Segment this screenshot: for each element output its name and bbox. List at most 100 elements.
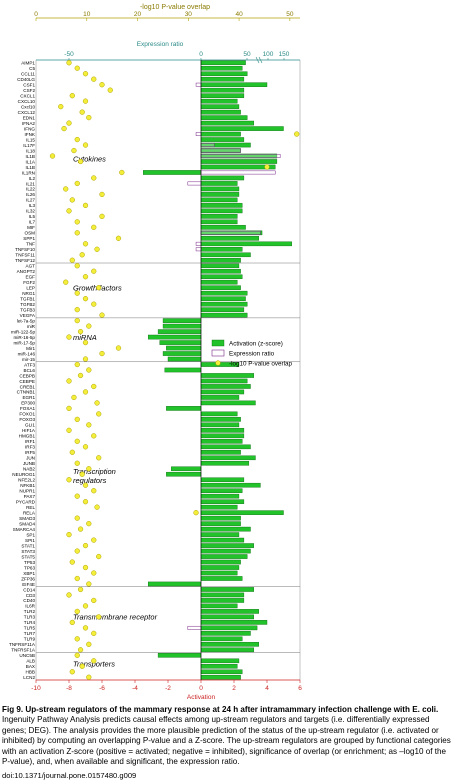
activation-bar xyxy=(200,115,248,120)
expression-axis-title: Expression ratio xyxy=(137,41,184,48)
category-label: Transporters xyxy=(73,659,115,668)
regulator-label: miR-17-5p xyxy=(14,340,36,345)
regulator-label: CXCL1 xyxy=(20,93,35,98)
activation-bar xyxy=(200,263,240,269)
activation-bar xyxy=(200,159,278,164)
pvalue-dot xyxy=(74,416,80,423)
caption-body: Ingenuity Pathway Analysis predicts caus… xyxy=(2,715,451,767)
regulator-label: mir-15 xyxy=(22,357,35,362)
expression-bar xyxy=(195,82,202,87)
regulator-label: GLI1 xyxy=(25,423,35,428)
legend-pvalue-swatch xyxy=(215,360,221,366)
regulator-label: CEBPE xyxy=(19,379,35,384)
pvalue-dot xyxy=(96,411,102,417)
regulator-label: EIF4E xyxy=(22,582,35,587)
pvalue-dot xyxy=(264,164,270,170)
activation-bar xyxy=(200,482,261,488)
pvalue-dot xyxy=(94,400,100,406)
pvalue-dot xyxy=(82,482,89,488)
pvalue-dot xyxy=(58,103,64,110)
activation-bar xyxy=(200,570,238,576)
regulator-label: TLR7 xyxy=(24,631,36,636)
pvalue-axis-title: -log10 P-value overlap xyxy=(140,4,210,11)
regulator-label: CD14 xyxy=(23,587,35,592)
expression-tick-label: 100 xyxy=(263,51,274,58)
pvalue-dot xyxy=(86,466,92,472)
activation-bar xyxy=(200,279,238,285)
activation-bar xyxy=(200,285,241,290)
activation-bar xyxy=(200,499,245,504)
regulator-label: SP1 xyxy=(26,532,35,537)
pvalue-dot xyxy=(82,542,89,549)
activation-bar xyxy=(200,247,243,252)
activation-bar xyxy=(166,406,202,411)
pvalue-dot xyxy=(99,191,105,198)
pvalue-dot xyxy=(86,114,92,121)
pvalue-dot xyxy=(74,608,80,615)
pvalue-dot xyxy=(74,515,80,521)
activation-bar xyxy=(200,214,238,219)
pvalue-dot xyxy=(82,339,89,346)
pvalue-dot xyxy=(82,241,89,247)
regulator-label: IL1B xyxy=(26,154,35,159)
pvalue-dot xyxy=(82,603,89,609)
legend-expression-swatch xyxy=(211,349,225,357)
pvalue-dot xyxy=(66,477,72,483)
activation-bar xyxy=(159,340,202,345)
pvalue-dot xyxy=(91,658,97,664)
regulator-label: JUNB xyxy=(23,461,35,466)
regulator-label: IRF3 xyxy=(25,445,35,450)
activation-bar xyxy=(200,532,240,537)
pvalue-tick-label: 20 xyxy=(134,11,142,18)
expression-bar xyxy=(195,247,202,252)
regulator-label: IL17F xyxy=(23,143,35,148)
regulator-label: CCL11 xyxy=(21,72,35,77)
activation-bar xyxy=(200,422,240,428)
pvalue-dot xyxy=(91,268,97,274)
regulator-label: VEGFA xyxy=(20,313,36,318)
activation-bar xyxy=(200,181,238,186)
activation-bar xyxy=(200,444,251,450)
expression-tick-label: 0 xyxy=(199,51,203,58)
expression-bar xyxy=(200,154,281,158)
pvalue-dot xyxy=(91,597,97,604)
pvalue-dot xyxy=(99,213,105,220)
regulator-label: IL1B xyxy=(26,165,35,170)
activation-bar xyxy=(200,389,245,395)
regulator-label: FGF2 xyxy=(23,280,35,285)
pvalue-dot xyxy=(66,120,72,126)
activation-bar xyxy=(200,565,240,570)
pvalue-dot xyxy=(66,378,72,384)
pvalue-dot xyxy=(82,444,89,450)
activation-bar xyxy=(200,647,254,653)
expression-bar xyxy=(195,132,202,136)
expression-bar xyxy=(200,170,276,175)
pvalue-dot xyxy=(96,455,102,461)
pvalue-dot xyxy=(69,559,75,565)
regulator-label: IRF5 xyxy=(25,450,35,455)
regulator-label: IL2 xyxy=(29,176,36,181)
pvalue-dot xyxy=(74,575,80,582)
regulator-label: FOXO3 xyxy=(19,417,35,422)
regulator-label: IL1A xyxy=(26,159,36,164)
legend-expression-label: Expression ratio xyxy=(229,351,275,358)
activation-bar xyxy=(200,526,251,532)
regulator-label: STAT1 xyxy=(21,543,35,548)
activation-bar xyxy=(200,587,254,592)
expression-bar xyxy=(200,148,241,153)
regulator-label: EP300 xyxy=(21,401,35,406)
pvalue-dot xyxy=(66,592,72,598)
pvalue-dot xyxy=(74,548,80,554)
pvalue-dot xyxy=(82,142,89,148)
axis-break-mark xyxy=(255,56,260,64)
pvalue-dot xyxy=(96,553,102,560)
regulator-label: STAT5 xyxy=(21,554,35,559)
regulator-label: SMAD3 xyxy=(19,516,35,521)
activation-bar xyxy=(200,164,276,170)
expression-bar xyxy=(187,181,202,186)
activation-bar xyxy=(200,411,238,417)
activation-bar xyxy=(200,477,245,483)
activation-bar xyxy=(200,658,240,664)
legend-activation-label: Activation (z-score) xyxy=(229,341,283,348)
expression-tick-label: 150 xyxy=(279,51,290,58)
